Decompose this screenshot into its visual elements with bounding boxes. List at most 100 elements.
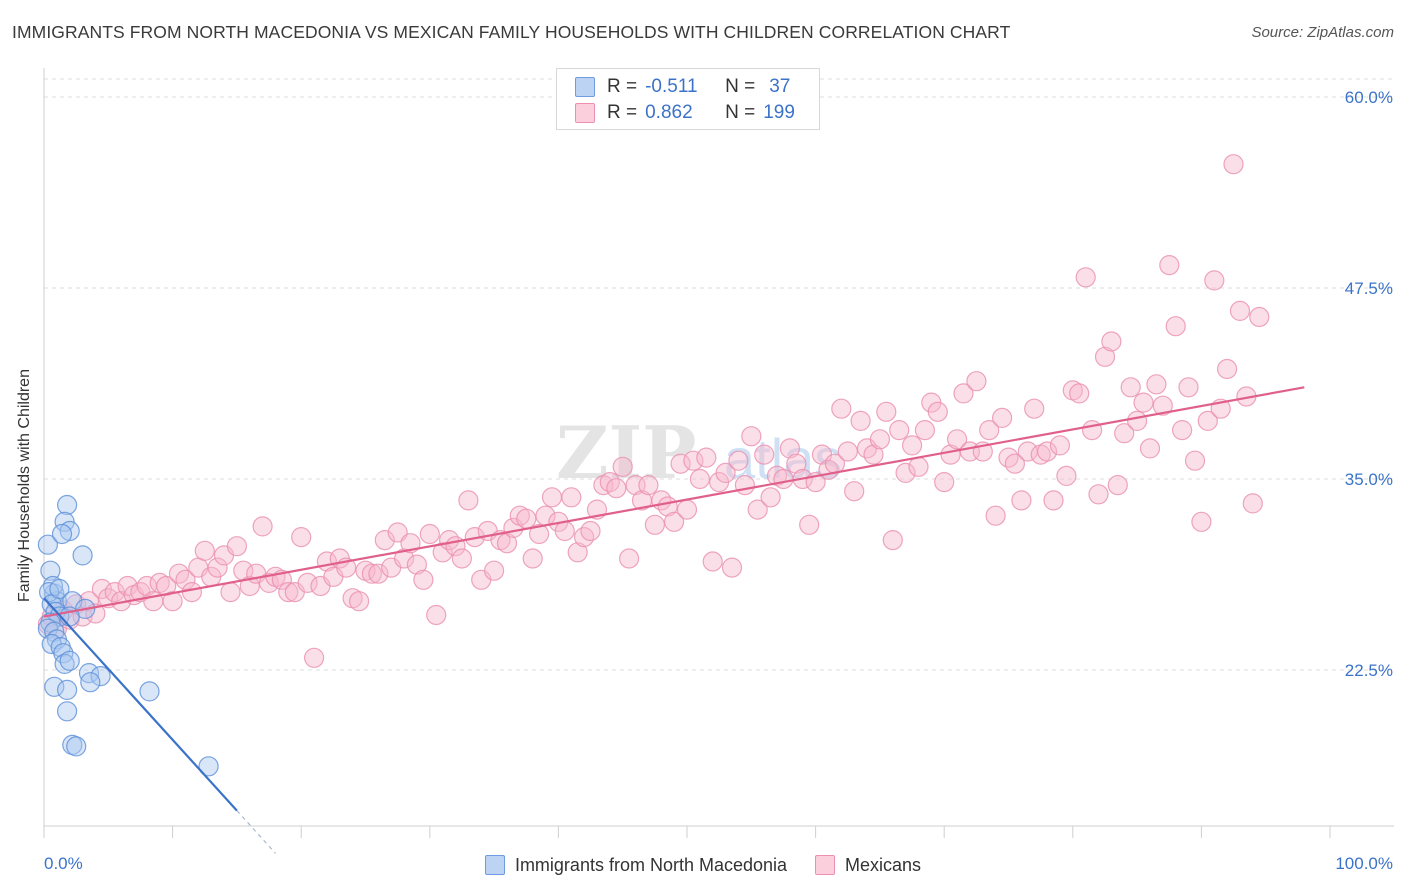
data-point [406, 554, 427, 575]
r-value: -0.511 [645, 76, 698, 97]
data-point [663, 511, 685, 532]
series-north-macedonia [37, 494, 219, 777]
data-point [361, 563, 382, 584]
legend-swatch-blue [484, 855, 505, 875]
data-point [72, 545, 93, 566]
data-point [51, 523, 73, 545]
data-point [728, 450, 749, 471]
data-point [837, 441, 858, 462]
data-point [1171, 420, 1193, 441]
data-point [1191, 511, 1212, 532]
data-point [1216, 358, 1238, 380]
axes [43, 68, 1394, 838]
data-point [1094, 346, 1116, 367]
data-point [554, 520, 575, 542]
data-point [432, 542, 453, 563]
data-point [683, 450, 704, 471]
data-point [1088, 484, 1109, 505]
data-point [44, 676, 65, 697]
data-point [747, 499, 768, 520]
legend-row-mexicans: R = 0.862 N = 199 [575, 100, 795, 126]
data-point [863, 444, 884, 465]
data-point [44, 621, 65, 642]
data-point [156, 575, 177, 597]
data-point [1126, 410, 1148, 431]
legend-swatch-blue [575, 77, 595, 97]
data-point [181, 581, 202, 603]
data-point [252, 516, 273, 537]
data-point [1133, 392, 1154, 413]
data-point [426, 604, 447, 626]
data-point [175, 569, 196, 590]
n-label: N = [725, 76, 756, 97]
data-point [638, 475, 659, 496]
data-point [1223, 154, 1244, 175]
trend-lines [43, 386, 1305, 854]
data-point [54, 511, 75, 532]
data-point [985, 505, 1006, 526]
stats-legend: R = -0.511 N = 37 R = 0.862 N = 199 [556, 68, 820, 130]
data-point [1056, 465, 1077, 486]
data-point [1114, 423, 1135, 444]
data-point [869, 429, 891, 450]
data-point [239, 575, 260, 597]
data-point [1081, 420, 1103, 441]
watermark-atlas: atlas [724, 427, 842, 490]
data-point [606, 478, 627, 499]
data-point [882, 529, 903, 551]
data-point [876, 401, 897, 422]
data-point [1165, 316, 1186, 337]
data-point [49, 578, 70, 600]
data-point [37, 534, 59, 555]
data-point [278, 581, 299, 603]
data-point [516, 508, 537, 529]
data-point [368, 563, 389, 584]
data-point [914, 420, 936, 441]
x-tick-label: 0.0% [44, 854, 83, 873]
source-label: Source: ZipAtlas.com [1251, 24, 1394, 41]
trend-line-extension [236, 810, 276, 854]
data-point [139, 681, 160, 702]
data-point [1204, 270, 1225, 291]
data-point [528, 523, 550, 545]
data-point [1139, 438, 1161, 459]
legend-label: Mexicans [845, 854, 922, 875]
data-point [226, 536, 247, 557]
data-point [696, 447, 717, 468]
data-point [496, 533, 518, 554]
tick-labels: 22.5% 35.0% 47.5% 60.0% 0.0% 100.0% [44, 88, 1393, 873]
data-point [1146, 374, 1167, 395]
data-point [567, 542, 588, 563]
data-point [561, 487, 582, 508]
data-point [1159, 255, 1180, 276]
data-point [644, 514, 666, 535]
data-point [1197, 410, 1218, 431]
data-point [394, 548, 415, 569]
data-point [291, 526, 312, 548]
data-point [304, 647, 325, 668]
data-point [220, 581, 241, 603]
data-point [419, 523, 440, 545]
data-point [1101, 331, 1122, 352]
data-point [374, 529, 395, 551]
chart-title: IMMIGRANTS FROM NORTH MACEDONIA VS MEXIC… [12, 22, 1011, 42]
data-point [1249, 306, 1270, 328]
data-point [56, 701, 78, 722]
legend-item-mexicans: Mexicans [815, 855, 921, 876]
data-point [831, 398, 852, 419]
data-point [670, 453, 691, 474]
data-point [198, 756, 219, 777]
legend-item-north-macedonia: Immigrants from North Macedonia [484, 855, 787, 876]
y-tick-label: 35.0% [1345, 470, 1393, 489]
data-point [59, 650, 80, 671]
data-point [297, 572, 318, 594]
watermark-zip: ZIP [556, 410, 696, 495]
data-point [40, 560, 61, 581]
data-point [1152, 395, 1173, 416]
data-point [760, 487, 781, 508]
data-point [799, 514, 820, 535]
data-point [741, 426, 762, 447]
r-value: 0.862 [645, 102, 693, 123]
legend-row-north-macedonia: R = -0.511 N = 37 [575, 74, 790, 100]
